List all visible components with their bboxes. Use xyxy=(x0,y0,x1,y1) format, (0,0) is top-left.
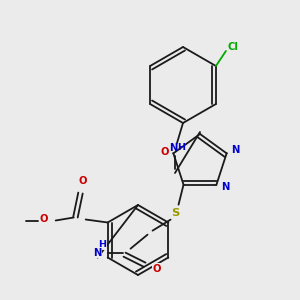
Text: O: O xyxy=(78,176,87,185)
Text: H: H xyxy=(177,143,185,152)
Text: N: N xyxy=(93,248,102,258)
Text: S: S xyxy=(171,208,180,218)
Text: O: O xyxy=(39,214,48,224)
Text: Cl: Cl xyxy=(227,42,238,52)
Text: O: O xyxy=(152,264,161,274)
Text: O: O xyxy=(160,147,169,157)
Text: H: H xyxy=(98,240,106,249)
Text: N: N xyxy=(169,143,177,153)
Text: N: N xyxy=(231,145,240,155)
Text: N: N xyxy=(221,182,230,192)
